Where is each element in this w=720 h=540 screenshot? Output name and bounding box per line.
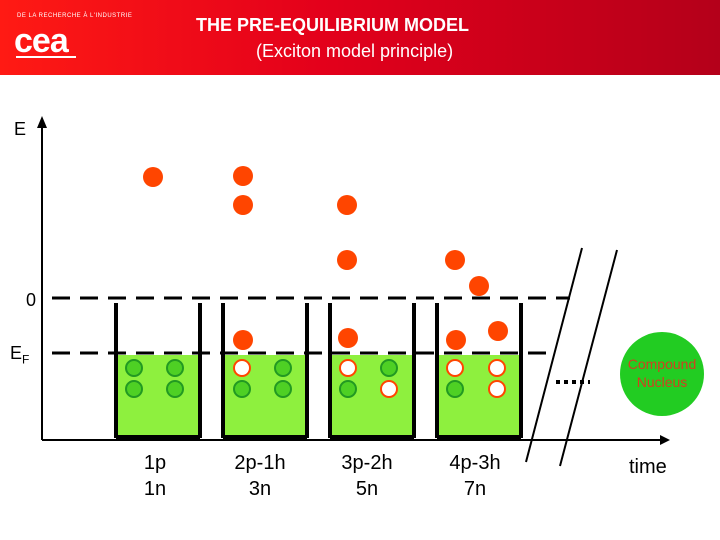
- time-axis-label: time: [629, 456, 667, 478]
- particle: [445, 250, 465, 270]
- hole: [380, 380, 398, 398]
- particle: [469, 276, 489, 296]
- nucleon: [339, 380, 357, 398]
- header-bar: DE LA RECHERCHE À L'INDUSTRIE cea THE PR…: [0, 0, 720, 75]
- well-walls: [114, 303, 523, 439]
- hole: [488, 380, 506, 398]
- stage-label-3: 3p-2h 5n: [327, 450, 407, 502]
- particles: [143, 166, 508, 350]
- nucleon: [166, 359, 184, 377]
- stage-exciton-number: 3n: [248, 478, 272, 500]
- hole: [233, 359, 251, 377]
- stage-config: 4p-3h: [449, 452, 501, 474]
- logo-tagline: DE LA RECHERCHE À L'INDUSTRIE: [17, 13, 133, 19]
- particle: [233, 195, 253, 215]
- stage-label-1: 1p 1n: [115, 450, 195, 502]
- particle: [143, 167, 163, 187]
- nucleon: [274, 380, 292, 398]
- particle: [233, 166, 253, 186]
- time-break-line: [525, 247, 583, 463]
- stage-exciton-number: 1n: [143, 478, 167, 500]
- stage-config: 1p: [143, 452, 167, 474]
- page-subtitle: (Exciton model principle): [256, 41, 454, 61]
- fermi-e: E: [10, 343, 23, 363]
- nucleus-label: Nucleus: [637, 374, 688, 390]
- fermi-energy-label: EF: [10, 343, 29, 367]
- nucleon: [274, 359, 292, 377]
- nucleon: [233, 380, 251, 398]
- particle: [338, 328, 358, 348]
- particle: [233, 330, 253, 350]
- hole: [339, 359, 357, 377]
- stage-exciton-number: 7n: [463, 478, 487, 500]
- nucleon: [125, 380, 143, 398]
- stage-label-2: 2p-1h 3n: [220, 450, 300, 502]
- stage-config: 2p-1h: [234, 452, 286, 474]
- hole: [446, 359, 464, 377]
- fermi-subscript: F: [22, 352, 30, 367]
- zero-energy-label: 0: [26, 290, 37, 310]
- compound-label: Compound: [628, 356, 697, 372]
- compound-nucleus: [620, 332, 704, 416]
- stage-config: 3p-2h: [341, 452, 393, 474]
- svg-text:cea: cea: [14, 22, 70, 60]
- nucleon: [446, 380, 464, 398]
- particle: [337, 195, 357, 215]
- particle: [488, 321, 508, 341]
- page-title: THE PRE-EQUILIBRIUM MODEL: [196, 15, 469, 35]
- nucleon: [166, 380, 184, 398]
- stage-exciton-number: 5n: [355, 478, 379, 500]
- time-break-line: [559, 249, 618, 467]
- nucleons: [125, 359, 506, 398]
- energy-axis-label: E: [14, 119, 27, 139]
- particle: [446, 330, 466, 350]
- stage-label-4: 4p-3h 7n: [435, 450, 515, 502]
- y-axis-arrow: [37, 116, 47, 128]
- nucleon: [125, 359, 143, 377]
- particle: [337, 250, 357, 270]
- x-axis-arrow: [660, 435, 670, 445]
- cea-logo: cea: [14, 22, 76, 60]
- hole: [488, 359, 506, 377]
- nucleon: [380, 359, 398, 377]
